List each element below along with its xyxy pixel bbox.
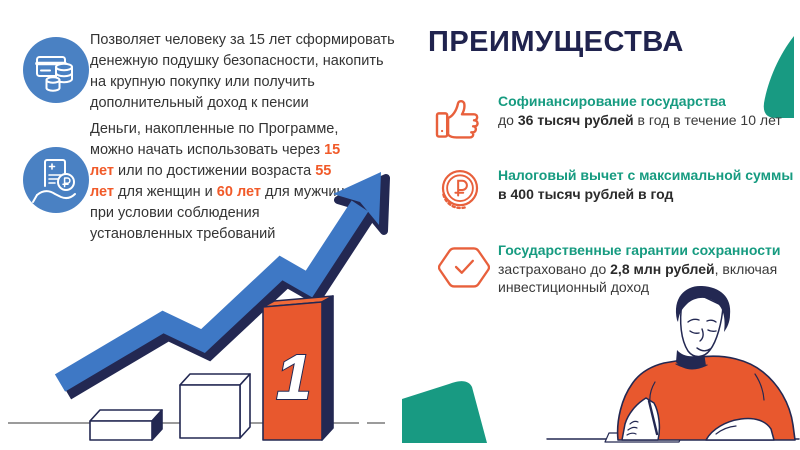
growth-arrow	[54, 172, 381, 392]
benefit-item-tax-deduction: Налоговый вычет с максимальной суммы в 4…	[498, 166, 800, 203]
man-writing-illustration	[400, 278, 800, 450]
benefit-description: в 400 тысяч рублей в год	[498, 186, 674, 202]
podium-box-3	[89, 409, 163, 441]
benefit-item-cofinancing: Софинансирование государства до 36 тысяч…	[498, 92, 800, 129]
teal-corner-shape	[758, 28, 800, 124]
teal-blob-shape	[402, 381, 487, 443]
ruble-coin-icon	[437, 166, 483, 214]
page-title: ПРЕИМУЩЕСТВА	[428, 26, 684, 58]
growth-arrow-podium-illustration: 1	[0, 160, 400, 450]
thumbs-up-icon	[431, 93, 493, 143]
program-usage-paragraph: Деньги, накопленные по Программе, можно …	[90, 121, 349, 242]
benefit-description: до 36 тысяч рублей в год в течение 10 ле…	[498, 112, 782, 128]
document-ruble-hand-icon	[22, 146, 90, 214]
podium-box-2	[179, 373, 251, 439]
benefit-description: застраховано до 2,8 млн рублей, включая …	[498, 261, 778, 295]
program-benefit-paragraph: Позволяет человеку за 15 лет сформироват…	[90, 32, 395, 111]
benefit-title: Налоговый вычет с максимальной суммы	[498, 167, 794, 183]
hexagon-check-icon	[438, 244, 490, 290]
pen	[647, 399, 659, 436]
hair	[675, 285, 731, 332]
podium-rank-number: 1	[276, 341, 312, 413]
benefit-item-state-guarantees: Государственные гарантии сохранности зас…	[498, 241, 798, 296]
card-coins-icon	[22, 36, 90, 104]
benefit-title: Государственные гарантии сохранности	[498, 242, 781, 258]
face	[679, 294, 724, 358]
resting-hand	[705, 417, 775, 441]
benefit-title: Софинансирование государства	[498, 93, 726, 109]
podium-box-1	[262, 295, 334, 441]
